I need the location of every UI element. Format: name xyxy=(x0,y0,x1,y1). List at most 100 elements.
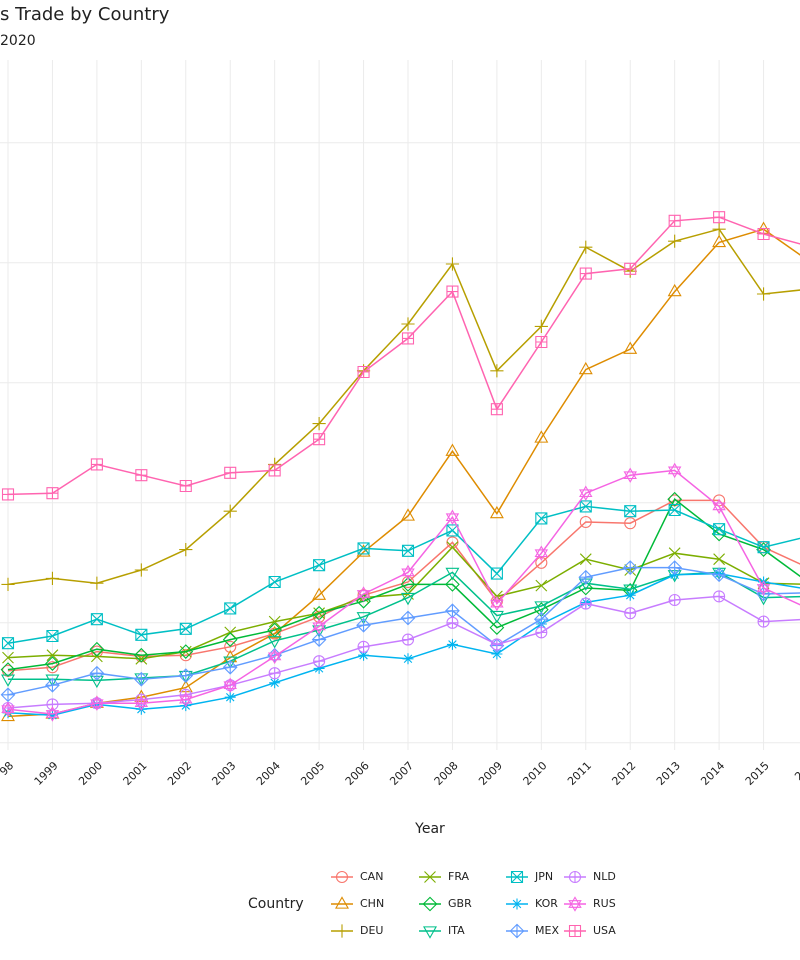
x-tick-label: 2014 xyxy=(698,759,727,788)
legend-label: JPN xyxy=(534,870,553,883)
point xyxy=(490,567,503,580)
point xyxy=(711,526,727,542)
point xyxy=(268,464,281,477)
point xyxy=(667,560,683,575)
point xyxy=(712,498,726,515)
legend-key xyxy=(568,896,582,912)
point xyxy=(622,560,638,575)
point xyxy=(313,610,326,623)
point xyxy=(313,662,325,674)
point xyxy=(224,640,237,653)
point xyxy=(490,403,503,416)
point xyxy=(579,240,593,254)
series-line xyxy=(7,469,800,715)
x-axis-title: Year xyxy=(414,821,445,837)
legend-item: USA xyxy=(564,924,616,938)
point xyxy=(489,505,504,519)
point xyxy=(45,706,60,722)
point xyxy=(757,615,770,628)
series-line xyxy=(8,571,800,682)
point xyxy=(445,603,460,619)
point xyxy=(357,640,370,653)
point xyxy=(445,443,460,456)
point xyxy=(712,234,727,248)
point xyxy=(490,638,503,651)
point xyxy=(223,656,238,669)
point xyxy=(579,553,592,566)
point xyxy=(445,509,460,525)
point xyxy=(713,211,726,224)
x-tick-label: 2002 xyxy=(165,759,194,788)
legend-key xyxy=(568,924,582,938)
grid xyxy=(0,60,800,750)
series xyxy=(1,221,800,722)
point xyxy=(668,547,681,560)
point xyxy=(224,691,236,703)
point xyxy=(668,594,681,606)
point xyxy=(400,610,416,626)
x-tick-label: 2015 xyxy=(743,759,772,788)
point xyxy=(535,556,548,569)
series-line xyxy=(7,595,800,709)
point xyxy=(267,636,282,649)
legend-label: MEX xyxy=(535,924,559,937)
point xyxy=(268,667,281,680)
point xyxy=(267,648,282,665)
point xyxy=(45,656,60,671)
point xyxy=(224,602,237,615)
x-tick-label: 2012 xyxy=(609,759,638,788)
point xyxy=(45,571,60,585)
point xyxy=(1,702,15,714)
point xyxy=(133,647,149,663)
point xyxy=(624,262,637,275)
point xyxy=(446,285,459,298)
point xyxy=(135,469,148,482)
point xyxy=(756,580,771,596)
x-tick-label: 2008 xyxy=(432,759,461,788)
point xyxy=(489,610,504,624)
point xyxy=(578,569,594,585)
x-tick-label: 98 xyxy=(0,759,16,778)
legend-label: DEU xyxy=(360,924,383,937)
legend-item: ITA xyxy=(419,924,465,939)
point xyxy=(356,617,371,633)
legend-item: KOR xyxy=(506,897,558,910)
point xyxy=(624,505,637,518)
point xyxy=(624,517,637,530)
point xyxy=(756,542,771,557)
legend-key xyxy=(422,896,438,912)
point xyxy=(313,433,326,446)
point xyxy=(1,637,15,650)
x-tick-label: 2001 xyxy=(121,759,150,788)
legend-label: RUS xyxy=(593,897,616,910)
point xyxy=(222,632,238,647)
series xyxy=(2,541,800,665)
point xyxy=(446,541,459,554)
point xyxy=(178,644,194,659)
x-tick-label: 2005 xyxy=(298,759,327,788)
point xyxy=(578,361,593,375)
series xyxy=(0,491,800,677)
point xyxy=(46,487,59,500)
point xyxy=(668,214,681,227)
point xyxy=(446,524,459,537)
legend-key xyxy=(511,898,523,910)
point xyxy=(446,638,458,650)
point xyxy=(179,622,192,635)
point xyxy=(135,628,148,641)
point xyxy=(89,641,105,657)
chart-title: s Trade by Country xyxy=(0,4,170,25)
point xyxy=(1,674,15,687)
point xyxy=(46,649,59,662)
series xyxy=(1,222,800,591)
legend-item: FRA xyxy=(419,870,470,883)
point xyxy=(89,665,105,681)
legend-key xyxy=(335,924,349,938)
point xyxy=(445,567,460,581)
legend-key xyxy=(423,926,437,939)
x-tick-label: 201 xyxy=(792,759,800,783)
legend-title: Country xyxy=(248,896,304,912)
point xyxy=(90,613,103,626)
point xyxy=(179,479,192,493)
